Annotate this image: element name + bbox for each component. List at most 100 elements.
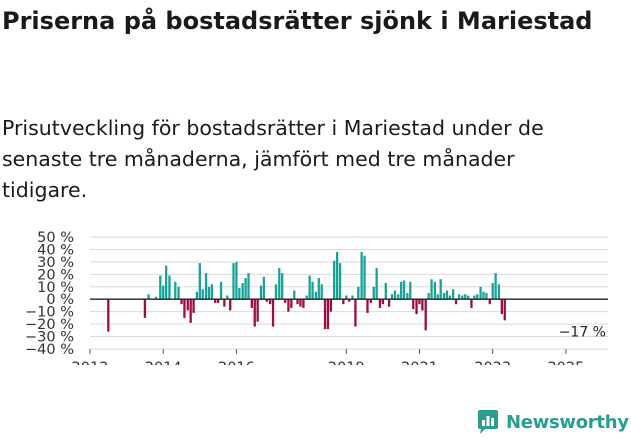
data-bar	[219, 281, 223, 300]
data-bar	[357, 286, 360, 300]
data-bar	[287, 299, 290, 312]
data-bar	[409, 281, 412, 300]
data-bar	[320, 284, 323, 300]
data-bar	[461, 295, 464, 300]
data-bar	[402, 280, 406, 300]
data-bar	[192, 299, 195, 313]
data-bar	[159, 275, 162, 300]
data-bar	[476, 294, 479, 300]
x-tick-label: 2021	[401, 360, 438, 365]
data-bar	[375, 268, 378, 300]
data-bar	[439, 279, 442, 300]
data-bar	[290, 299, 293, 308]
data-bar	[162, 285, 165, 300]
data-bar	[302, 299, 305, 308]
data-bar	[351, 295, 354, 300]
data-bar	[378, 299, 382, 308]
data-bar	[333, 260, 336, 300]
data-bar	[335, 251, 339, 300]
data-bar	[216, 299, 220, 303]
data-bar	[412, 299, 415, 310]
data-bar	[253, 299, 256, 327]
data-bar	[381, 299, 385, 305]
data-bar	[348, 299, 351, 302]
y-tick-label: −40 %	[25, 342, 74, 358]
data-bar	[491, 283, 494, 300]
data-bar	[147, 294, 150, 300]
data-bar	[232, 263, 235, 300]
x-tick-label: 2014	[145, 360, 182, 365]
data-bar	[470, 299, 473, 308]
data-bar	[293, 290, 296, 300]
data-bar	[445, 290, 449, 300]
data-bar	[183, 299, 186, 318]
data-bar	[342, 299, 345, 305]
data-bar	[278, 268, 281, 300]
data-bar	[384, 283, 387, 300]
data-bar	[400, 281, 403, 300]
data-bar	[354, 299, 357, 327]
data-bar	[296, 299, 299, 305]
data-bar	[311, 281, 314, 300]
x-tick-label: 2012	[72, 360, 109, 365]
data-bar	[369, 299, 372, 303]
data-bar	[503, 299, 506, 321]
data-bar	[283, 299, 287, 303]
data-bar	[262, 276, 266, 300]
data-bar	[366, 299, 369, 313]
bar-chart: 50 %40 %30 %20 %10 %0 %−10 %−20 %−30 %−4…	[25, 230, 608, 365]
newsworthy-chart-icon	[478, 410, 498, 434]
data-bar	[415, 299, 418, 315]
data-bar	[256, 299, 259, 322]
data-bar	[281, 273, 284, 300]
data-bar	[500, 299, 503, 315]
data-bar	[308, 275, 311, 300]
chart-subtitle: Prisutveckling för bostadsrätter i Marie…	[2, 116, 544, 202]
data-bar	[421, 299, 424, 311]
data-bar	[210, 284, 214, 300]
y-tick-label: 50 %	[37, 230, 74, 246]
data-bar	[406, 293, 409, 300]
data-bar	[154, 296, 158, 300]
data-bar	[433, 281, 436, 300]
data-bar	[186, 299, 189, 311]
data-bar	[207, 286, 211, 300]
y-tick-label: −10 %	[25, 305, 74, 321]
x-tick-label: 2023	[474, 360, 511, 365]
data-bar	[323, 299, 327, 330]
data-bar	[274, 284, 278, 300]
data-bar	[168, 275, 171, 300]
x-tick-label: 2019	[328, 360, 365, 365]
data-bar	[326, 299, 330, 330]
data-bar	[305, 295, 308, 300]
data-bar	[454, 299, 458, 305]
data-bar	[363, 255, 366, 300]
data-bar	[448, 295, 452, 300]
y-tick-label: 20 %	[37, 267, 74, 283]
x-tick-label: 2025	[547, 360, 584, 365]
chart-title: Priserna på bostadsrätter sjönk i Maries…	[2, 7, 593, 35]
data-bar	[427, 293, 430, 300]
data-bar	[177, 286, 180, 300]
x-tick-label: 2016	[218, 360, 255, 365]
data-bar	[345, 295, 348, 300]
data-bar	[393, 290, 397, 300]
data-bar	[235, 261, 238, 300]
data-bar	[424, 299, 427, 331]
y-tick-label: 10 %	[37, 280, 74, 296]
y-tick-label: 30 %	[37, 255, 74, 271]
data-bar	[250, 299, 253, 308]
y-tick-label: −20 %	[25, 317, 74, 333]
data-bar	[201, 289, 204, 300]
data-bar	[473, 295, 476, 300]
y-tick-label: −30 %	[25, 330, 74, 346]
data-bar	[390, 294, 394, 300]
data-bar	[338, 263, 342, 300]
data-bar	[238, 288, 241, 300]
data-bar	[198, 263, 201, 300]
data-bar	[485, 293, 488, 300]
data-bar	[143, 299, 147, 318]
newsworthy-logo: Newsworthy	[476, 407, 629, 437]
data-bar	[497, 284, 501, 300]
data-bar	[457, 294, 461, 300]
